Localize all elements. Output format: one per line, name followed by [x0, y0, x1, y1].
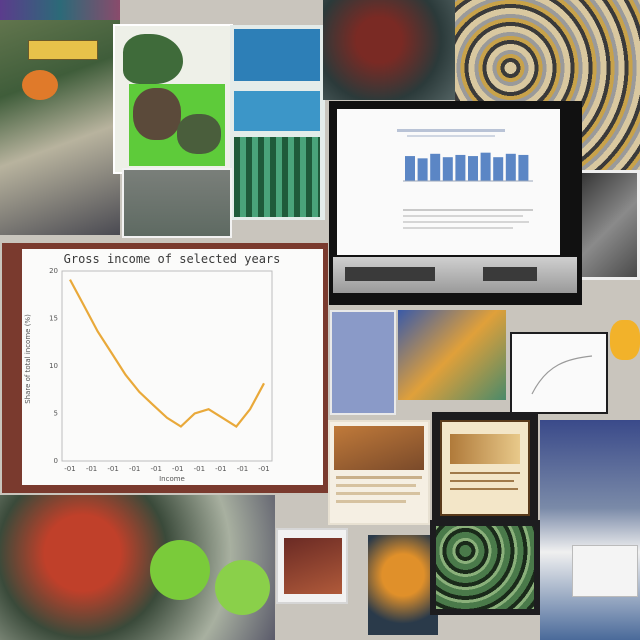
x-tick-label: -01: [237, 465, 248, 473]
x-tick-label: -01: [172, 465, 183, 473]
line-chart-canvas: Gross income of selected years Share of …: [22, 249, 323, 485]
bar: [455, 154, 466, 181]
collage-green-plant: [150, 540, 210, 600]
bar: [518, 154, 529, 181]
x-tick-label: -01: [86, 465, 97, 473]
x-tick-label: -01: [194, 465, 205, 473]
collage-leaf-card: [113, 24, 233, 174]
bar-chart-footer-line: [403, 227, 513, 229]
bar: [405, 156, 415, 181]
monitor-slot: [483, 267, 537, 281]
x-axis-label: Income: [159, 475, 185, 483]
monitor-slot: [345, 267, 435, 281]
x-tick-label: -01: [107, 465, 118, 473]
bar: [480, 152, 491, 181]
bar-chart-footer-line: [403, 215, 523, 217]
monitor-stand: [333, 257, 577, 293]
bar: [417, 158, 428, 181]
bar: [442, 157, 453, 181]
plot-area: [61, 270, 273, 462]
collage-green-pattern-frame: [430, 520, 540, 615]
collage-bottom-right-card: [572, 545, 638, 597]
mini-chart-line: [531, 355, 593, 395]
bar-chart-footer-line: [403, 221, 529, 223]
chart-title: Gross income of selected years: [64, 252, 281, 266]
x-tick-label: -01: [151, 465, 162, 473]
bar-chart-footer-line: [403, 209, 533, 211]
line-chart: Gross income of selected years Share of …: [24, 252, 281, 483]
bar: [493, 157, 504, 181]
y-tick-label: 0: [54, 457, 58, 465]
collage-gray-landscape: [122, 168, 232, 238]
collage-top-left-illustration: [0, 0, 120, 235]
x-tick-label: -01: [258, 465, 269, 473]
bar-chart-header-line: [397, 129, 505, 132]
collage-framed-document: [432, 412, 538, 524]
collage-blue-panels: [230, 25, 325, 220]
mini-chart: [531, 355, 593, 395]
y-tick-label: 5: [54, 410, 58, 418]
collage-bottom-right-panel: [540, 420, 640, 640]
collage-mini-chart-card: [510, 332, 608, 414]
collage-small-photo: [276, 528, 348, 604]
bar: [430, 153, 441, 181]
collage-colorful-panel: [398, 310, 506, 400]
x-tick-label: -01: [64, 465, 75, 473]
x-tick-label: -01: [129, 465, 140, 473]
y-axis-label: Share of total income (%): [24, 314, 32, 404]
collage-dark-top-center: [323, 0, 463, 100]
collage-blue-notebook: [330, 310, 396, 415]
monitor-screen: [337, 109, 560, 255]
bar-chart-subheader-line: [407, 135, 495, 137]
collage-yellow-figure: [610, 320, 640, 360]
y-tick-label: 10: [49, 362, 58, 370]
y-tick-label: 15: [49, 315, 58, 323]
x-tick-label: -01: [215, 465, 226, 473]
y-tick-label: 20: [49, 267, 58, 275]
monitor: [329, 101, 582, 305]
series-line: [69, 279, 265, 428]
collage-top-left-strip: [0, 0, 120, 20]
bar: [505, 153, 516, 181]
bar: [468, 156, 478, 181]
collage-brown-photo-card: [328, 420, 430, 525]
bar-chart: [397, 129, 533, 229]
collage-orange-figure: [368, 535, 438, 635]
collage-green-plant: [215, 560, 270, 615]
collage-yellow-book: [28, 40, 98, 60]
line-chart-panel: Gross income of selected years Share of …: [2, 243, 328, 493]
collage-orange-fruit: [22, 70, 58, 100]
